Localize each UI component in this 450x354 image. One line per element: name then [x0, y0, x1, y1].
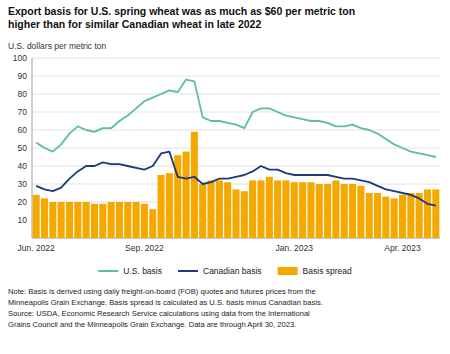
note: Note: Basis is derived using daily freig…	[8, 287, 323, 329]
legend-swatch	[178, 270, 198, 272]
bar	[232, 189, 239, 238]
bar	[74, 202, 81, 238]
y-tick-label: 10	[18, 215, 28, 225]
bar	[274, 180, 281, 238]
y-tick-label: 100	[13, 53, 27, 63]
legend-label: Basis spread	[303, 266, 352, 276]
legend-swatch	[278, 267, 298, 275]
bar	[124, 202, 131, 238]
bar	[58, 202, 65, 238]
y-tick-label: 60	[18, 125, 28, 135]
bar	[116, 202, 123, 238]
bar	[432, 189, 439, 238]
bar	[141, 204, 148, 238]
legend-item: U.S. basis	[98, 266, 162, 276]
legend-swatch	[98, 270, 118, 272]
grid-line	[32, 130, 440, 131]
bar	[299, 182, 306, 238]
grid-line	[32, 94, 440, 95]
y-axis-line	[32, 58, 33, 238]
bar	[191, 132, 198, 238]
bar	[207, 180, 214, 238]
y-tick-label: 80	[18, 89, 28, 99]
x-tick-label: Jun. 2022	[17, 243, 55, 253]
y-tick-label: 20	[18, 197, 28, 207]
bar	[291, 182, 298, 238]
bar	[216, 180, 223, 238]
legend: U.S. basis Canadian basis Basis spread	[98, 266, 352, 276]
bar	[307, 182, 314, 238]
bar	[266, 177, 273, 238]
bar	[158, 175, 165, 238]
y-tick-label: 30	[18, 179, 28, 189]
bar	[133, 202, 140, 238]
bar	[99, 204, 106, 238]
bar	[149, 209, 156, 238]
chart: Export basis for U.S. spring wheat was a…	[0, 0, 450, 354]
line	[36, 152, 436, 206]
bar	[391, 198, 398, 238]
bar	[83, 202, 90, 238]
bar	[357, 186, 364, 238]
legend-item: Basis spread	[278, 266, 352, 276]
y-axis-label: U.S. dollars per metric ton	[8, 41, 107, 51]
bar	[91, 204, 98, 238]
x-tick-label: Apr. 2023	[384, 243, 421, 253]
x-tick-label: Jan. 2023	[276, 243, 314, 253]
y-tick-label: 50	[18, 143, 28, 153]
grid-line	[32, 58, 440, 59]
bar	[316, 184, 323, 238]
y-tick-label: 40	[18, 161, 28, 171]
y-tick-label: 70	[18, 107, 28, 117]
bar	[324, 184, 331, 238]
bar	[33, 195, 40, 238]
bar	[183, 152, 190, 238]
bar	[366, 193, 373, 238]
bar	[407, 193, 414, 238]
legend-label: Canadian basis	[203, 266, 262, 276]
bar	[41, 198, 48, 238]
bar	[349, 184, 356, 238]
grid-line	[32, 112, 440, 113]
background	[0, 0, 450, 354]
bar	[424, 189, 431, 238]
y-tick-label: 90	[18, 71, 28, 81]
bar	[332, 180, 339, 238]
plot-area	[33, 80, 440, 238]
x-tick-label: Sep. 2022	[125, 243, 164, 253]
bar	[257, 180, 264, 238]
bar	[49, 202, 56, 238]
grid-line	[32, 148, 440, 149]
bar	[166, 173, 173, 238]
bar	[108, 202, 115, 238]
bar-series	[33, 132, 440, 238]
bar	[249, 180, 256, 238]
line	[36, 80, 436, 157]
bar	[282, 180, 289, 238]
bar	[382, 197, 389, 238]
bar	[341, 184, 348, 238]
grid-line	[32, 76, 440, 77]
legend-item: Canadian basis	[178, 266, 262, 276]
legend-label: U.S. basis	[123, 266, 162, 276]
bar	[66, 202, 73, 238]
grid-line	[32, 184, 440, 185]
bar	[199, 184, 206, 238]
title: Export basis for U.S. spring wheat was a…	[8, 5, 355, 30]
bar	[374, 193, 381, 238]
bar	[224, 182, 231, 238]
bar	[399, 195, 406, 238]
bar	[241, 191, 248, 238]
